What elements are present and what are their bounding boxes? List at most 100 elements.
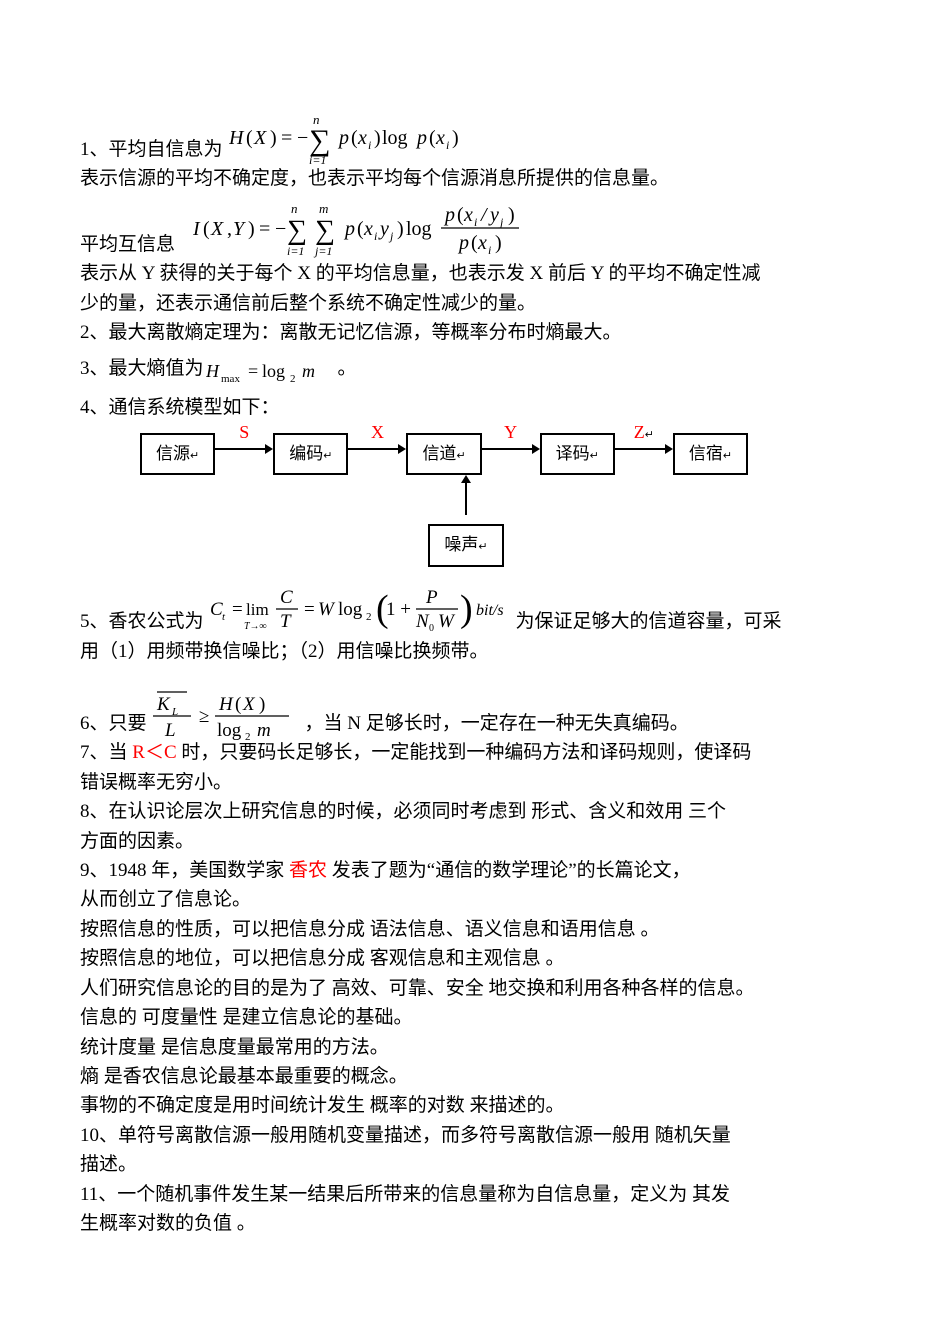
svg-text:log: log (262, 361, 285, 381)
svg-text:): ) (374, 127, 381, 149)
svg-text:−: − (275, 218, 286, 240)
svg-text:X: X (210, 218, 224, 240)
svg-text:Y: Y (233, 218, 246, 240)
svg-text:y: y (378, 218, 389, 240)
item5-row: 5、香农公式为 Ct = lim T→∞ C T = W log 2 ( 1 +… (80, 579, 945, 637)
svg-text:−: − (297, 127, 308, 149)
svg-text:i: i (368, 138, 371, 152)
svg-text:=: = (281, 127, 292, 149)
svg-text:W: W (318, 599, 336, 620)
svg-text:N: N (415, 611, 430, 632)
item3-lead: 3、最大熵值为 (80, 354, 204, 383)
item10-l2: 描述。 (80, 1150, 945, 1179)
svg-text:p: p (343, 218, 355, 240)
item5-tail1: 为保证足够大的信道容量，可采 (516, 607, 782, 636)
svg-text:log: log (338, 599, 363, 620)
item1-desc: 表示信源的平均不确定度，也表示平均每个信源消息所提供的信息量。 (80, 164, 945, 193)
bullet-6: 熵 是香农信息论最基本最重要的概念。 (80, 1062, 945, 1091)
node-encoder-label: 编码 (289, 444, 323, 463)
svg-text:max: max (221, 373, 240, 385)
svg-text:): ) (452, 127, 459, 149)
svg-text:(: ( (471, 232, 478, 254)
item5-lead: 5、香农公式为 (80, 607, 204, 636)
svg-text:=: = (304, 599, 315, 620)
edge-label-S: S (215, 419, 273, 447)
svg-text:p: p (337, 127, 349, 149)
edge-label-Z-text: Z (634, 422, 645, 442)
svg-text:H: H (218, 694, 234, 715)
mutual-info-formula: I( X, Y) = − n ∑ i=1 m ∑ j=1 p( xi yj ) … (193, 197, 563, 259)
svg-text:=: = (259, 218, 270, 240)
svg-text:W: W (438, 611, 456, 632)
svg-text:j=1: j=1 (313, 244, 332, 258)
node-source-label: 信源 (156, 444, 190, 463)
svg-text:m: m (302, 361, 315, 381)
svg-text:T→∞: T→∞ (244, 621, 267, 632)
svg-text:=: = (248, 361, 258, 381)
svg-text:x: x (477, 232, 487, 254)
svg-text:(: ( (235, 694, 241, 715)
bullet-7: 事物的不确定度是用时间统计发生 概率的对数 来描述的。 (80, 1091, 945, 1120)
item6-tail: ，当 N 足够长时，一定存在一种无失真编码。 (305, 709, 689, 738)
item7-l2: 错误概率无穷小。 (80, 768, 945, 797)
mi-row: 平均互信息 I( X, Y) = − n ∑ i=1 m ∑ j=1 p( xi… (80, 197, 945, 259)
svg-text:∑: ∑ (287, 215, 307, 246)
svg-text:C: C (280, 587, 293, 608)
node-sink-label: 信宿 (689, 444, 723, 463)
svg-text:H: H (206, 361, 220, 381)
bullet-3: 人们研究信息论的目的是为了 高效、可靠、安全 地交换和利用各种各样的信息。 (80, 974, 945, 1003)
corner-mark: ↵ (190, 450, 199, 462)
corner-mark: ↵ (323, 450, 332, 462)
edge-label-Y: Y (482, 419, 540, 447)
item8-l2: 方面的因素。 (80, 827, 945, 856)
svg-text:,: , (227, 218, 232, 240)
item9-l1: 9、1948 年，美国数学家 香农 发表了题为“通信的数学理论”的长篇论文， (80, 856, 945, 885)
svg-text:X: X (242, 694, 256, 715)
item7-p1: 7、当 (80, 742, 132, 763)
bullet-5: 统计度量 是信息度量最常用的方法。 (80, 1033, 945, 1062)
svg-text:y: y (488, 204, 499, 226)
svg-text:i: i (488, 243, 491, 257)
svg-text:): ) (259, 694, 265, 715)
item11-l2: 生概率对数的负值 。 (80, 1209, 945, 1238)
noise-arrow (456, 475, 476, 515)
item3-row: 3、最大熵值为 Hmax = log 2 m 。 (80, 354, 945, 383)
svg-text:X: X (253, 127, 267, 149)
svg-text:j: j (388, 229, 394, 243)
lossless-coding-formula: KL L ≥ H( X) log 2 m (151, 686, 301, 742)
item5-tail2: 用（1）用频带换信噪比；（2）用信噪比换频带。 (80, 637, 945, 666)
svg-text:x: x (363, 218, 373, 240)
svg-text:2: 2 (366, 611, 372, 623)
item9-shannon: 香农 (289, 860, 327, 881)
item3-tail: 。 (338, 354, 357, 383)
node-sink: 信宿↵ (673, 433, 748, 475)
svg-text:): ) (397, 218, 404, 240)
svg-text:p: p (415, 127, 427, 149)
svg-text:j: j (498, 215, 504, 229)
svg-text:): ) (508, 204, 515, 226)
mi-desc1: 表示从 Y 获得的关于每个 X 的平均信息量，也表示发 X 前后 Y 的平均不确… (80, 259, 945, 288)
node-channel-label: 信道 (422, 444, 456, 463)
svg-text:x: x (463, 204, 473, 226)
node-noise-label: 噪声 (444, 535, 478, 554)
svg-text:): ) (248, 218, 255, 240)
svg-text:n: n (291, 201, 298, 216)
corner-mark: ↵ (723, 450, 732, 462)
corner-mark: ↵ (590, 450, 599, 462)
svg-text:i: i (474, 215, 477, 229)
comm-system-diagram: 信源↵ S 编码↵ X 信道↵ Y 译码↵ Z↵ 信宿↵ 噪声↵ (140, 433, 945, 567)
svg-text:(: ( (246, 127, 253, 149)
item7-rc: R＜C (132, 742, 176, 763)
item2: 2、最大离散熵定理为：离散无记忆信源，等概率分布时熵最大。 (80, 318, 945, 347)
item9-p2: 发表了题为“通信的数学理论”的长篇论文， (327, 860, 691, 881)
node-decoder-label: 译码 (556, 444, 590, 463)
svg-text:(: ( (357, 218, 364, 240)
bullet-1: 按照信息的性质，可以把信息分成 语法信息、语义信息和语用信息 。 (80, 915, 945, 944)
svg-text:H: H (229, 127, 245, 149)
node-encoder: 编码↵ (273, 433, 348, 475)
svg-text:log: log (406, 218, 432, 240)
svg-text:≥: ≥ (199, 706, 209, 727)
bullet-2: 按照信息的地位，可以把信息分成 客观信息和主观信息 。 (80, 944, 945, 973)
entropy-formula: H( X) = − n ∑ i=1 p( xi ) log p( xi ) (229, 110, 489, 166)
svg-text:=: = (232, 599, 243, 620)
